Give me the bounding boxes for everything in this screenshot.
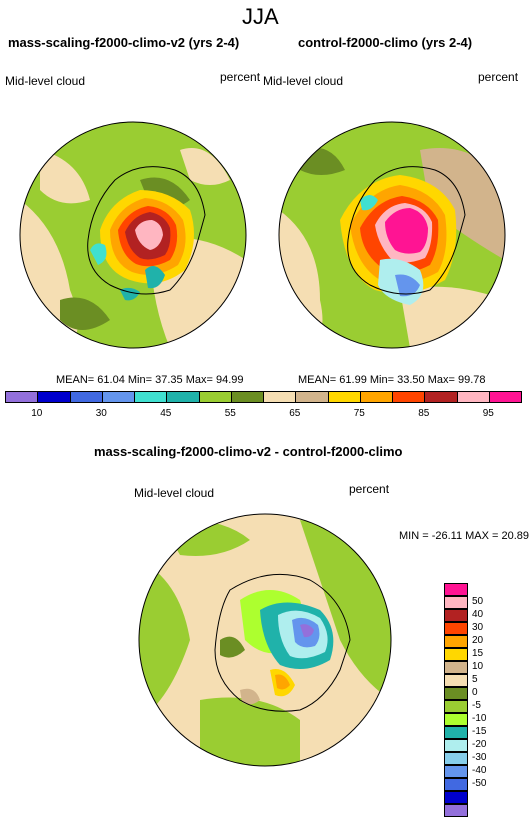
top-colorbar-label: 85: [418, 408, 430, 419]
diff-colorbar-label: 20: [472, 635, 484, 646]
diff-colorbar-label: 40: [472, 609, 484, 620]
diff-colorbar-label: -20: [472, 739, 487, 750]
diff-panel-title: mass-scaling-f2000-climo-v2 - control-f2…: [94, 444, 403, 459]
diff-colorbar-label: 15: [472, 648, 484, 659]
right-stats: MEAN= 61.99 Min= 33.50 Max= 99.78: [298, 374, 486, 386]
top-colorbar-label: 65: [289, 408, 301, 419]
diff-colorbar-cell: [444, 778, 468, 791]
diff-colorbar-cell: [444, 713, 468, 726]
diff-colorbar-cell: [444, 765, 468, 778]
top-colorbar-label: 30: [95, 408, 107, 419]
top-colorbar-label: 10: [31, 408, 43, 419]
diff-units-label: percent: [349, 482, 390, 496]
top-colorbar: [5, 391, 522, 403]
diff-colorbar-cell: [444, 661, 468, 674]
diff-colorbar-label: -5: [472, 700, 481, 711]
diff-colorbar-label: 30: [472, 622, 484, 633]
top-colorbar-label: 75: [353, 408, 365, 419]
diff-colorbar-label: 5: [472, 674, 478, 685]
diff-colorbar-cell: [444, 700, 468, 713]
left-stats: MEAN= 61.04 Min= 37.35 Max= 94.99: [56, 374, 244, 386]
diff-colorbar-cell: [444, 752, 468, 765]
diff-colorbar-label: -30: [472, 752, 487, 763]
left-panel-title: mass-scaling-f2000-climo-v2 (yrs 2-4): [8, 35, 240, 50]
diff-colorbar-cell: [444, 622, 468, 635]
diff-colorbar-label: 0: [472, 687, 478, 698]
left-variable-label: Mid-level cloud: [5, 74, 86, 88]
season-title: JJA: [242, 4, 279, 29]
diff-colorbar-cell: [444, 635, 468, 648]
diff-colorbar-label: -10: [472, 713, 487, 724]
diff-colorbar-cell: [444, 791, 468, 804]
diff-colorbar-label: -50: [472, 778, 487, 789]
diff-variable-label: Mid-level cloud: [134, 486, 215, 500]
diff-colorbar-cell: [444, 739, 468, 752]
diff-colorbar-cell: [444, 648, 468, 661]
top-colorbar-label: 95: [482, 408, 494, 419]
right-polar-map: [278, 121, 506, 349]
diff-colorbar-label: 50: [472, 596, 484, 607]
right-panel-title: control-f2000-climo (yrs 2-4): [298, 35, 473, 50]
left-units-label: percent: [220, 70, 261, 84]
diff-colorbar-cell: [444, 583, 468, 596]
diff-colorbar-label: 10: [472, 661, 484, 672]
diff-polar-map: [138, 513, 392, 767]
diff-colorbar-cell: [444, 687, 468, 700]
diff-colorbar-label: -15: [472, 726, 487, 737]
top-colorbar-cell: [488, 391, 522, 403]
right-units-label: percent: [478, 70, 519, 84]
diff-minmax: MIN = -26.11 MAX = 20.89: [399, 530, 530, 542]
diff-colorbar-cell: [444, 596, 468, 609]
diff-colorbar-cell: [444, 804, 468, 817]
right-variable-label: Mid-level cloud: [263, 74, 344, 88]
diff-colorbar-cell: [444, 674, 468, 687]
top-colorbar-label: 45: [160, 408, 172, 419]
diff-colorbar-cell: [444, 726, 468, 739]
diff-colorbar-cell: [444, 609, 468, 622]
left-polar-map: [19, 121, 247, 349]
top-colorbar-label: 55: [224, 408, 236, 419]
